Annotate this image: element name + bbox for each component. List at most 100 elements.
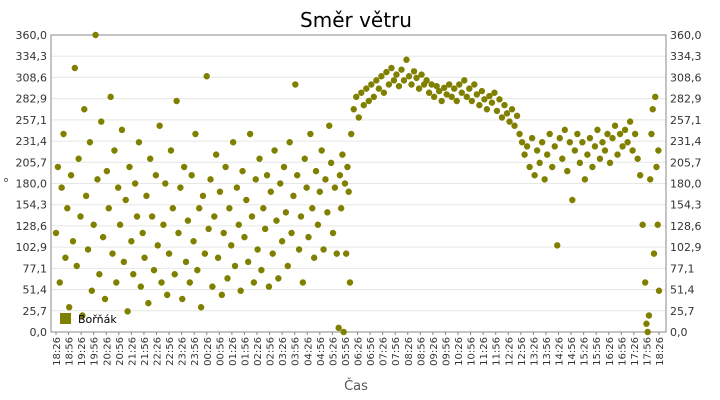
data-point [471, 81, 478, 88]
x-tick-label: 14:56 [567, 337, 578, 366]
x-tick-label: 08:26 [404, 337, 415, 366]
data-point [491, 89, 498, 96]
data-point [137, 283, 144, 290]
data-point [435, 87, 443, 95]
data-point [77, 213, 84, 220]
x-tick-label: 11:26 [479, 337, 490, 366]
data-point [503, 110, 511, 117]
data-point [250, 279, 258, 286]
y-tick-label: 154,3 [16, 199, 48, 212]
y-tick-label-right: 360,0 [670, 29, 702, 42]
data-point [188, 172, 195, 179]
data-point [147, 155, 154, 162]
y-tick-label-right: 0,0 [670, 326, 688, 339]
data-point [156, 122, 163, 129]
data-point [418, 71, 425, 78]
data-point [135, 139, 143, 146]
y-tick-label-right: 154,3 [670, 199, 702, 212]
data-point [162, 180, 169, 187]
data-point [501, 101, 508, 109]
data-point [594, 126, 601, 134]
data-point [556, 134, 563, 142]
data-point [88, 287, 96, 294]
x-tick-label: 18:56 [65, 337, 76, 366]
data-point [54, 163, 62, 171]
data-point [318, 147, 325, 154]
legend-swatch [60, 313, 71, 324]
data-point [180, 163, 188, 171]
data-point [360, 101, 367, 109]
y-tick-label: 25,7 [23, 305, 48, 318]
data-point [90, 221, 97, 228]
data-point [339, 151, 346, 158]
x-tick-label: 21:26 [127, 337, 138, 366]
data-point [71, 64, 79, 72]
data-point [398, 66, 405, 73]
data-point [207, 176, 214, 183]
data-point [574, 130, 581, 138]
y-tick-label: 257,1 [16, 114, 48, 127]
data-point [648, 130, 655, 138]
y-tick-label: 205,7 [16, 156, 48, 169]
data-point [324, 209, 331, 216]
data-point [629, 147, 636, 154]
data-point [601, 147, 609, 154]
data-point [596, 155, 604, 162]
data-point [375, 85, 383, 92]
data-point [358, 89, 365, 96]
x-tick-label: 07:26 [379, 337, 390, 366]
data-point [614, 151, 621, 158]
data-point [433, 82, 440, 90]
data-point [261, 225, 269, 233]
data-point [220, 229, 227, 237]
data-point [79, 312, 86, 319]
data-point [410, 68, 418, 75]
data-point [327, 159, 335, 167]
data-point [340, 328, 347, 336]
data-point [428, 81, 435, 88]
data-point [216, 188, 224, 195]
data-point [235, 221, 242, 228]
data-point [177, 184, 184, 191]
data-point [169, 205, 177, 212]
data-point [118, 126, 126, 134]
data-point [297, 213, 305, 220]
data-point [179, 295, 186, 303]
x-tick-label: 23:56 [190, 337, 201, 366]
y-tick-label-right: 77,1 [670, 262, 695, 275]
data-point [322, 176, 329, 183]
x-tick-label: 19:26 [77, 337, 88, 366]
x-tick-label: 16:26 [605, 337, 616, 366]
x-tick-label: 00:56 [215, 337, 226, 366]
data-point [531, 172, 538, 179]
data-point [405, 73, 413, 80]
x-tick-label: 22:56 [165, 337, 176, 366]
data-point [309, 205, 316, 212]
data-point [423, 77, 430, 84]
y-tick-label-right: 282,9 [670, 93, 702, 106]
data-point [395, 82, 403, 90]
data-point [109, 250, 116, 257]
data-point [105, 205, 112, 212]
data-point [549, 163, 556, 171]
data-point [190, 238, 197, 245]
data-points [52, 31, 663, 336]
data-point [336, 172, 344, 179]
data-point [98, 118, 105, 125]
data-point [167, 147, 175, 154]
data-point [199, 192, 207, 200]
data-point [355, 114, 362, 121]
data-point [365, 97, 373, 105]
data-point [258, 266, 265, 274]
x-tick-label: 06:26 [354, 337, 365, 366]
data-point [94, 176, 101, 183]
y-tick-label: 308,6 [16, 71, 48, 84]
data-point [160, 221, 167, 228]
data-point [345, 188, 352, 195]
x-tick-label: 10:56 [467, 337, 478, 366]
data-point [101, 295, 109, 303]
x-tick-label: 04:56 [316, 337, 327, 366]
x-tick-label: 20:56 [115, 337, 126, 366]
data-point [192, 130, 199, 138]
y-tick-label-right: 25,7 [670, 305, 695, 318]
